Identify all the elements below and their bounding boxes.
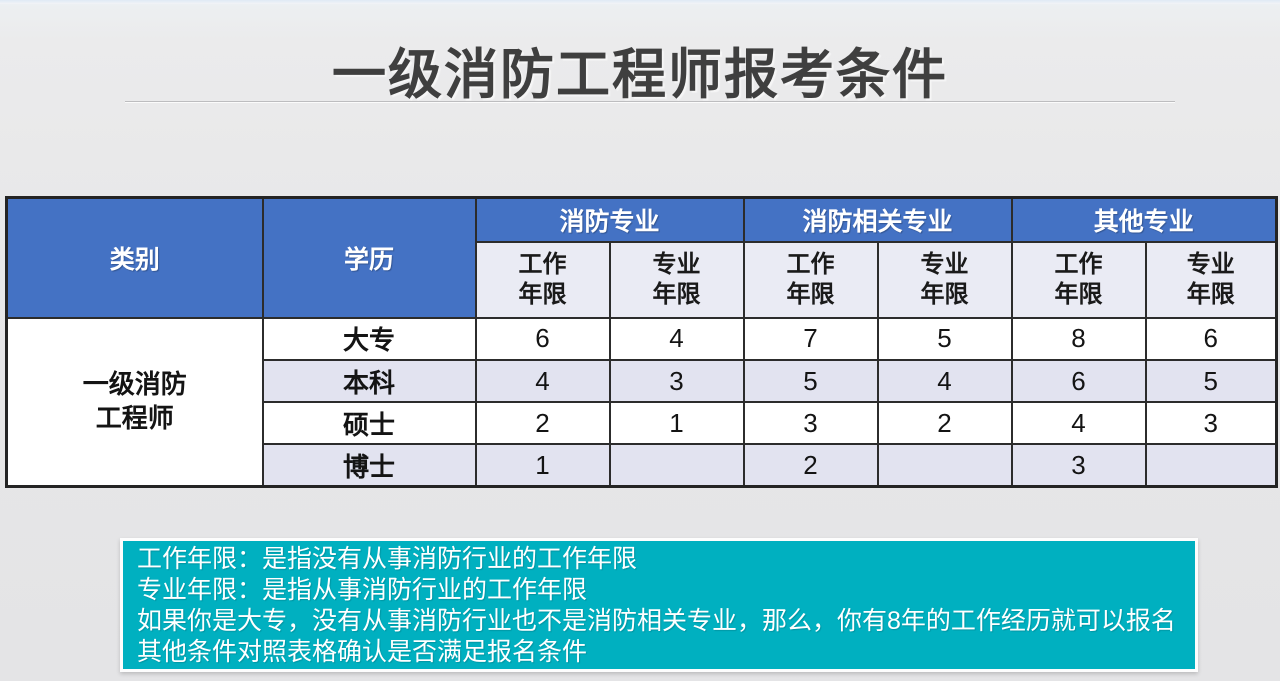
title-underline <box>125 101 1175 103</box>
subheader-label: 专业年限 <box>652 250 701 308</box>
subheader-major-years-3: 专业年限 <box>1144 240 1278 319</box>
cell-value <box>876 443 1013 488</box>
cell-value: 2 <box>474 401 611 446</box>
subheader-label: 专业年限 <box>920 250 969 308</box>
cell-value: 6 <box>474 316 611 362</box>
note-line-major-years: 专业年限：是指从事消防行业的工作年限 <box>137 576 588 604</box>
requirements-table: 类别 学历 消防专业 消防相关专业 其他专业 工作年限 专业年限 工作年限 专业… <box>5 196 1279 488</box>
cell-value: 5 <box>876 316 1013 362</box>
table-row-boshi: 博士 1 2 3 <box>7 443 1278 488</box>
slide-title: 一级消防工程师报考条件 <box>332 45 948 105</box>
subheader-major-years-2: 专业年限 <box>876 240 1013 319</box>
subheader-work-years-3: 工作年限 <box>1010 240 1147 319</box>
cell-education: 博士 <box>261 443 477 488</box>
cell-value: 3 <box>1010 443 1147 488</box>
top-edge-strip <box>0 0 1280 4</box>
cell-value: 4 <box>474 359 611 404</box>
subheader-work-years-2: 工作年限 <box>742 240 879 319</box>
cell-value: 4 <box>608 316 745 362</box>
header-cell-education: 学历 <box>261 196 477 319</box>
cell-value: 6 <box>1144 316 1278 362</box>
cell-value <box>608 443 745 488</box>
category-merged-cell: 一级消防工程师 <box>5 316 264 488</box>
cell-value: 2 <box>876 401 1013 446</box>
subheader-label: 工作年限 <box>518 250 567 308</box>
cell-value: 5 <box>1144 359 1278 404</box>
cell-value: 4 <box>876 359 1013 404</box>
subheader-label: 专业年限 <box>1186 250 1235 308</box>
group-header-other-major: 其他专业 <box>1010 196 1278 243</box>
table-row-benke: 本科 4 3 5 4 6 5 <box>7 359 1278 404</box>
cell-education: 大专 <box>261 316 477 362</box>
cell-value: 6 <box>1010 359 1147 404</box>
cell-value: 1 <box>608 401 745 446</box>
cell-value: 7 <box>742 316 879 362</box>
cell-education: 本科 <box>261 359 477 404</box>
note-line-work-years: 工作年限：是指没有从事消防行业的工作年限 <box>137 545 638 573</box>
note-line-example: 如果你是大专，没有从事消防行业也不是消防相关专业，那么，你有8年的工作经历就可以… <box>137 607 1176 635</box>
cell-value: 1 <box>474 443 611 488</box>
cell-value: 8 <box>1010 316 1147 362</box>
note-line-other-conditions: 其他条件对照表格确认是否满足报名条件 <box>137 638 588 666</box>
cell-value: 5 <box>742 359 879 404</box>
table-row-shuoshi: 硕士 2 1 3 2 4 3 <box>7 401 1278 446</box>
group-header-fire-major: 消防专业 <box>474 196 745 243</box>
cell-value: 2 <box>742 443 879 488</box>
category-label: 一级消防工程师 <box>82 369 187 433</box>
cell-value: 3 <box>1144 401 1278 446</box>
subheader-major-years-1: 专业年限 <box>608 240 745 319</box>
group-header-fire-related-major: 消防相关专业 <box>742 196 1013 243</box>
table-row-dazhuan: 一级消防工程师 大专 6 4 7 5 8 6 <box>5 316 1278 488</box>
subheader-work-years-1: 工作年限 <box>474 240 611 319</box>
cell-value: 4 <box>1010 401 1147 446</box>
cell-value <box>1144 443 1278 488</box>
subheader-label: 工作年限 <box>786 250 835 308</box>
header-cell-category: 类别 <box>5 196 264 319</box>
cell-value: 3 <box>608 359 745 404</box>
cell-value: 3 <box>742 401 879 446</box>
cell-education: 硕士 <box>261 401 477 446</box>
subheader-label: 工作年限 <box>1054 250 1103 308</box>
note-box: 工作年限：是指没有从事消防行业的工作年限 专业年限：是指从事消防行业的工作年限 … <box>120 538 1198 672</box>
